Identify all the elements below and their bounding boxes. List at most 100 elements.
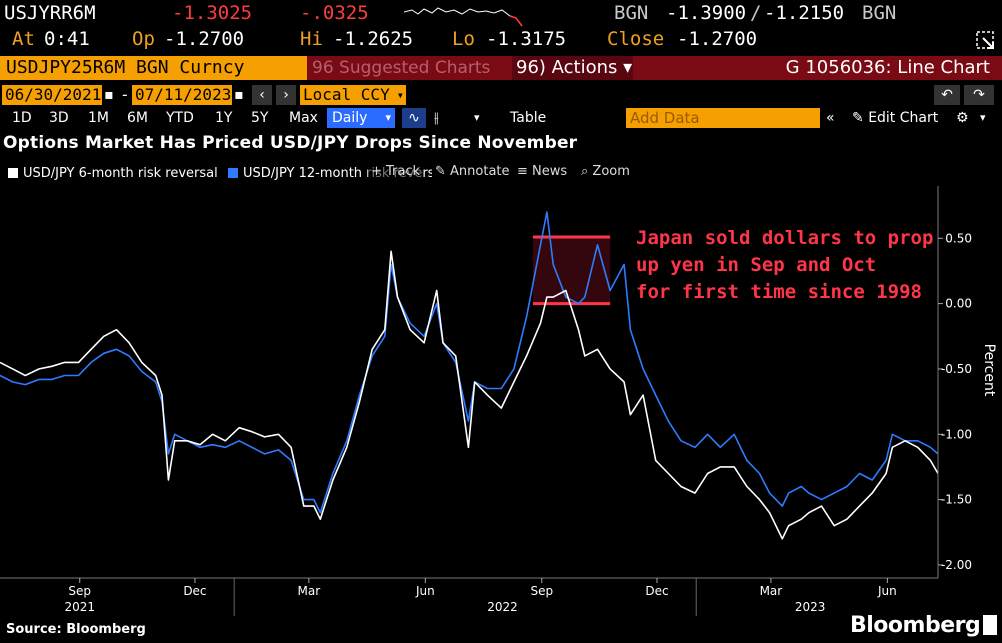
- collapse-icon[interactable]: «: [826, 110, 835, 126]
- chevron-down-icon[interactable]: ▾: [980, 111, 986, 124]
- currency-select[interactable]: Local CCY ▾: [300, 85, 406, 105]
- magnifier-icon: ⌕: [581, 164, 593, 179]
- sparkline-icon: [404, 7, 523, 27]
- settings-icon[interactable]: ⚙: [956, 110, 969, 126]
- y-tick-label: -0.50: [941, 362, 972, 376]
- period-5y[interactable]: 5Y: [251, 110, 269, 126]
- high-label: Hi: [300, 28, 323, 50]
- chart-icon: 96: [312, 58, 340, 78]
- period-6m[interactable]: 6M: [127, 110, 148, 126]
- pencil-icon: ✎: [435, 164, 451, 179]
- y-tick-label: -1.00: [941, 427, 972, 441]
- ticker[interactable]: USJYRR6M: [4, 2, 96, 24]
- y-axis: 0.50 0.00 -0.50 -1.00 -1.50 -2.00: [938, 231, 972, 572]
- ohlc-bar: At 0:41 Op -1.2700 Hi -1.2625 Lo -1.3175…: [0, 28, 1002, 54]
- end-date-input[interactable]: 07/11/2023: [132, 85, 235, 105]
- bloomberg-logo: Bloomberg: [850, 613, 998, 638]
- zoom-tool[interactable]: ⌕ Zoom: [578, 164, 633, 179]
- period-1d[interactable]: 1D: [12, 110, 32, 126]
- security-bar: USDJPY25R6M BGN Curncy 96 Suggested Char…: [0, 56, 1002, 80]
- annotation-text: Japan sold dollars to prop up yen in Sep…: [636, 225, 938, 306]
- x-tick-label: Dec: [645, 584, 668, 598]
- y-tick-label: 0.00: [945, 297, 972, 311]
- y-tick-label: -2.00: [941, 558, 972, 572]
- low-label: Lo: [452, 28, 475, 50]
- chevron-down-icon: ▾: [385, 111, 391, 124]
- legend-item-6m[interactable]: USD/JPY 6-month risk reversal: [8, 166, 218, 181]
- period-1m[interactable]: 1M: [88, 110, 109, 126]
- news-icon: ≡: [517, 164, 533, 179]
- actions-label: Actions: [551, 57, 618, 78]
- bar-chart-icon[interactable]: ⫲: [434, 110, 439, 126]
- x-tick-label: Jun: [415, 584, 435, 598]
- end-calendar-icon[interactable]: ▪: [232, 85, 246, 105]
- annotation-line-1: Japan sold dollars to prop: [636, 227, 934, 249]
- bid-source: BGN: [614, 2, 649, 24]
- edit-chart-button[interactable]: ✎ Edit Chart: [852, 108, 938, 128]
- news-tool[interactable]: ≡ News: [514, 164, 571, 179]
- security-field[interactable]: USDJPY25R6M BGN Curncy: [0, 56, 307, 80]
- period-bar: 1D 3D 1M 6M YTD 1Y 5Y Max Daily ▾ ∿ ⫲ ▾ T…: [0, 108, 1002, 128]
- legend-label-6m: USD/JPY 6-month risk reversal: [23, 166, 218, 181]
- last-price: -1.3025: [172, 2, 253, 24]
- x-tick-label: Sep: [68, 584, 91, 598]
- annotation-line-3: for first time since 1998: [636, 281, 922, 303]
- legend-swatch-white: [8, 168, 18, 178]
- quote-bar: USJYRR6M -1.3025 -.0325 BGN -1.3900 / -1…: [0, 2, 1002, 28]
- chevron-down-icon[interactable]: ▾: [474, 111, 480, 124]
- bid-ask-separator: /: [750, 2, 762, 24]
- add-data-input[interactable]: Add Data: [626, 108, 820, 128]
- y-axis-label: Percent: [981, 344, 997, 397]
- period-1y[interactable]: 1Y: [215, 110, 233, 126]
- next-period-icon[interactable]: ›: [276, 85, 296, 105]
- x-tick-label: Mar: [298, 584, 321, 598]
- legend: USD/JPY 6-month risk reversal USD/JPY 12…: [0, 162, 640, 186]
- y-tick-label: 0.50: [945, 231, 972, 245]
- table-button[interactable]: Table: [510, 110, 547, 126]
- chevron-down-icon: ▾: [396, 88, 404, 102]
- x-tick-label: Jun: [877, 584, 897, 598]
- start-calendar-icon[interactable]: ▪: [102, 85, 116, 105]
- annotate-tool[interactable]: ✎ Annotate: [432, 164, 513, 179]
- net-change: -.0325: [300, 2, 369, 24]
- zoom-label: Zoom: [592, 164, 630, 179]
- track-tool[interactable]: + Track: [368, 164, 424, 179]
- expand-icon[interactable]: [975, 30, 997, 52]
- redo-icon[interactable]: ↷: [964, 85, 994, 105]
- suggested-charts-button[interactable]: 96 Suggested Charts: [312, 56, 490, 80]
- actions-menu[interactable]: 96) Actions ▾: [512, 56, 633, 80]
- x-tick-label: Dec: [183, 584, 206, 598]
- at-label: At: [12, 28, 35, 50]
- open-value: -1.2700: [164, 28, 245, 50]
- edit-icon: ✎: [852, 110, 869, 126]
- close-label: Close: [607, 28, 665, 50]
- crosshair-icon: +: [371, 164, 387, 179]
- chart-id: G 1056036: Line Chart: [785, 57, 990, 78]
- at-time: 0:41: [44, 28, 90, 50]
- annotate-label: Annotate: [450, 164, 510, 179]
- start-date-input[interactable]: 06/30/2021: [2, 85, 105, 105]
- actions-icon: 96): [516, 57, 552, 78]
- line-chart-icon[interactable]: ∿: [402, 108, 426, 128]
- legend-swatch-blue: [228, 168, 238, 178]
- prev-period-icon[interactable]: ‹: [252, 85, 272, 105]
- chart-title: Options Market Has Priced USD/JPY Drops …: [3, 133, 578, 153]
- open-label: Op: [132, 28, 155, 50]
- period-ytd[interactable]: YTD: [166, 110, 194, 126]
- x-tick-label: Mar: [760, 584, 783, 598]
- frequency-select[interactable]: Daily ▾: [327, 108, 395, 128]
- date-separator: -: [120, 85, 130, 104]
- series-layer: [0, 211, 939, 540]
- chevron-down-icon: ▾: [617, 57, 633, 78]
- high-value: -1.2625: [333, 28, 414, 50]
- close-value: -1.2700: [677, 28, 758, 50]
- ask-price: -1.2150: [764, 2, 845, 24]
- period-3d[interactable]: 3D: [49, 110, 69, 126]
- ask-source: BGN: [862, 2, 897, 24]
- undo-icon[interactable]: ↶: [934, 85, 960, 105]
- annotation-line-2: up yen in Sep and Oct: [636, 254, 877, 276]
- period-max[interactable]: Max: [289, 110, 318, 126]
- track-label: Track: [386, 164, 421, 179]
- source-note: Source: Bloomberg: [6, 622, 146, 637]
- bloomberg-mark-icon: [983, 615, 998, 635]
